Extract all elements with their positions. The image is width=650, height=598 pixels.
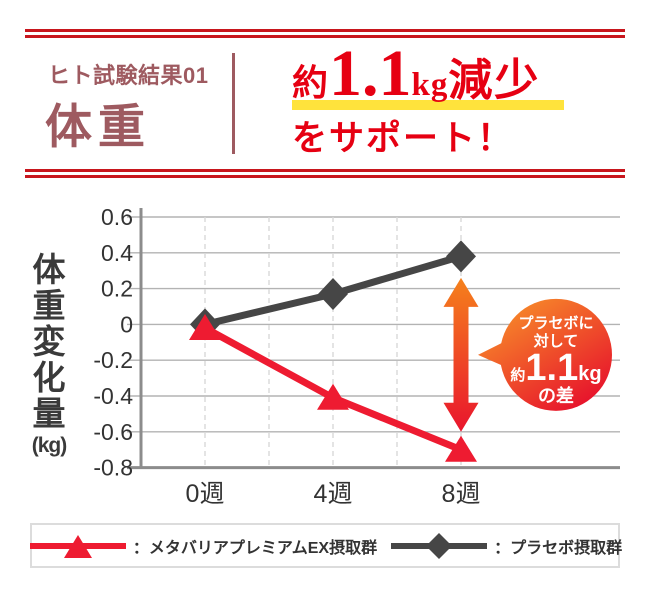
y-axis-title: 体重変化量 (kg) bbox=[24, 252, 74, 458]
legend-swatch-diamond bbox=[391, 532, 488, 559]
line-chart: 0.6 0.4 0.2 0 -0.2 -0.4 -0.6 -0.8 0週 4週 8週 プラセボに対して… bbox=[93, 204, 620, 508]
headline-suffix: 減少 bbox=[448, 56, 541, 105]
headline-unit: kg bbox=[411, 67, 449, 103]
bubble-line1: プラセボに bbox=[518, 315, 593, 332]
header-title: 体重 bbox=[45, 100, 151, 153]
data-point-triangle bbox=[445, 435, 477, 462]
y-tick-label: -0.6 bbox=[93, 419, 133, 445]
y-axis-title-char: 変 bbox=[32, 323, 66, 360]
y-axis-title-char: 体 bbox=[32, 251, 66, 288]
data-point-diamond bbox=[446, 240, 476, 273]
bubble-suffix: の差 bbox=[538, 385, 574, 406]
difference-arrow bbox=[443, 277, 479, 432]
x-tick-label: 8週 bbox=[442, 480, 481, 508]
x-tick-label: 0週 bbox=[186, 480, 225, 508]
legend-swatch-triangle bbox=[29, 534, 126, 558]
legend-label: ：メタバリアプレミアムEX摂取群 bbox=[132, 539, 378, 557]
y-tick-label: -0.2 bbox=[93, 347, 133, 373]
y-tick-label: -0.4 bbox=[93, 383, 133, 409]
double-rule-top bbox=[25, 29, 625, 38]
y-tick-label: 0.4 bbox=[101, 240, 133, 266]
legend-item: ：メタバリアプレミアムEX摂取群 bbox=[28, 532, 377, 560]
headline-line1: 約 1.1 kg 減少 bbox=[292, 36, 540, 110]
legend-triangle-marker bbox=[63, 534, 92, 558]
y-tick-label: 0.2 bbox=[101, 276, 133, 302]
headline-line2: をサポート！ bbox=[292, 119, 515, 158]
y-axis-title-char: 化 bbox=[32, 359, 66, 396]
y-tick-label: 0 bbox=[120, 311, 133, 337]
bubble-line2: 対して bbox=[533, 332, 579, 350]
double-rule-bottom bbox=[25, 169, 625, 178]
header-eyebrow: ヒト試験結果01 bbox=[48, 63, 209, 88]
legend-diamond-marker bbox=[426, 532, 453, 559]
header-divider bbox=[232, 53, 235, 154]
bubble-value-line: 約1.1kg bbox=[510, 347, 601, 389]
y-axis-title-chars: 体重変化量 bbox=[24, 252, 74, 432]
headline: 約 1.1 kg 減少 をサポート！ bbox=[292, 36, 540, 161]
legend-label: ：プラセボ摂取群 bbox=[494, 539, 623, 557]
y-axis-unit: (kg) bbox=[31, 434, 68, 457]
y-axis-title-char: 重 bbox=[32, 287, 66, 324]
legend: ：メタバリアプレミアムEX摂取群 ：プラセボ摂取群 bbox=[28, 523, 622, 568]
bubble-circle bbox=[500, 298, 612, 411]
data-point-triangle bbox=[317, 383, 349, 410]
headline-prefix: 約 bbox=[292, 63, 330, 103]
headline-yellow-highlight bbox=[292, 100, 564, 110]
y-axis-title-char: 量 bbox=[32, 395, 66, 432]
headline-value: 1.1 bbox=[329, 37, 412, 110]
y-tick-label: 0.6 bbox=[101, 204, 133, 230]
y-tick-label: -0.8 bbox=[93, 455, 133, 481]
data-point-diamond bbox=[318, 277, 348, 310]
data-point-triangle bbox=[189, 313, 221, 340]
legend-item: ：プラセボ摂取群 bbox=[389, 532, 622, 560]
x-tick-label: 4週 bbox=[314, 480, 353, 508]
